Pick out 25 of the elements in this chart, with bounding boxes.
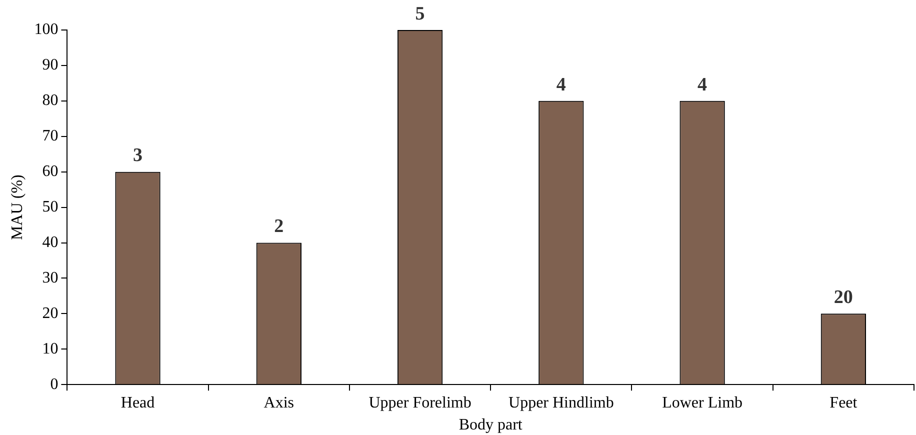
y-tick-label: 40 [42, 234, 58, 251]
y-axis-title: MAU (%) [8, 174, 26, 240]
y-tick-label: 0 [50, 376, 58, 393]
annotation: 5 [415, 3, 425, 24]
y-tick-label: 70 [42, 128, 58, 145]
annotation: 3 [133, 145, 143, 166]
x-tick-label: Axis [264, 394, 294, 412]
x-tick-label: Feet [830, 394, 858, 412]
annotation: 4 [698, 74, 708, 96]
x-tick-label: Head [120, 394, 155, 412]
y-tick-label: 100 [34, 21, 58, 38]
x-axis-title: Body part [458, 416, 523, 434]
annotation: 2 [274, 216, 284, 238]
y-tick-label: 10 [42, 340, 58, 358]
annotation: 4 [556, 74, 566, 96]
y-tick-label: 30 [42, 269, 58, 286]
x-tick-label: Lower Limb [662, 394, 743, 412]
x-tick-label: Upper Hindlimb [508, 394, 614, 412]
y-tick-label: 20 [42, 304, 58, 322]
x-tick-label: Upper Forelimb [368, 394, 472, 412]
y-tick-label: 90 [42, 56, 58, 74]
y-tick-label: 80 [42, 92, 58, 110]
y-tick-label: 60 [42, 163, 58, 180]
annotation: 20 [834, 287, 853, 308]
y-tick-label: 50 [42, 198, 58, 216]
